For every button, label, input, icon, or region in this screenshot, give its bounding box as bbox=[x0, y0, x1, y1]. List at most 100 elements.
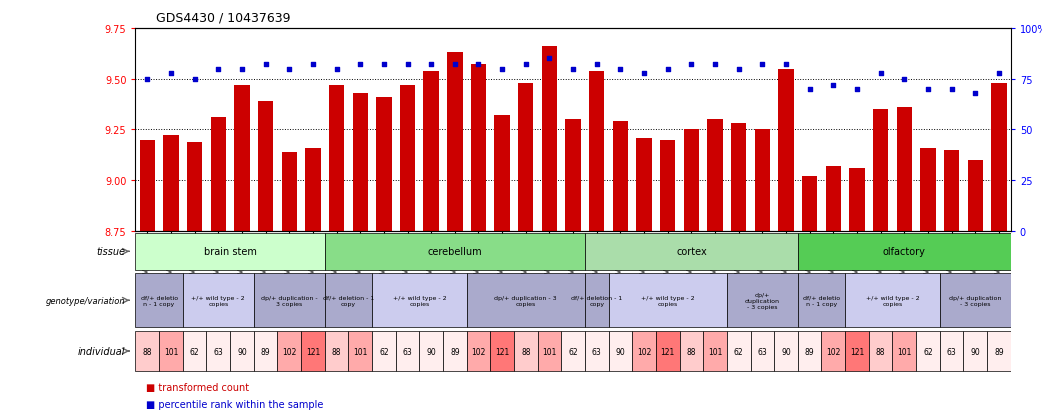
Bar bbox=[892, 331, 916, 371]
Bar bbox=[589, 71, 604, 231]
Text: dp/+
duplication
- 3 copies: dp/+ duplication - 3 copies bbox=[745, 292, 779, 309]
Bar bbox=[920, 148, 936, 231]
Bar bbox=[613, 122, 628, 231]
Point bbox=[896, 76, 913, 83]
Point bbox=[257, 62, 274, 69]
Text: dp/+ duplication -
3 copies: dp/+ duplication - 3 copies bbox=[260, 295, 318, 306]
Point bbox=[518, 62, 535, 69]
Bar bbox=[495, 116, 510, 231]
Text: 88: 88 bbox=[521, 347, 530, 356]
Bar bbox=[798, 331, 821, 371]
Point bbox=[494, 66, 511, 73]
Text: GDS4430 / 10437639: GDS4430 / 10437639 bbox=[156, 12, 291, 25]
Text: +/+ wild type - 2
copies: +/+ wild type - 2 copies bbox=[393, 295, 446, 306]
Point bbox=[801, 86, 818, 93]
Text: +/+ wild type - 2
copies: +/+ wild type - 2 copies bbox=[641, 295, 695, 306]
Bar bbox=[135, 233, 325, 270]
Bar bbox=[467, 331, 491, 371]
Bar bbox=[325, 274, 372, 327]
Bar bbox=[164, 136, 178, 231]
Text: df/+ deletio
n - 1 copy: df/+ deletio n - 1 copy bbox=[803, 295, 840, 306]
Bar bbox=[447, 53, 463, 231]
Text: 121: 121 bbox=[661, 347, 675, 356]
Text: cortex: cortex bbox=[676, 247, 706, 257]
Bar bbox=[206, 331, 230, 371]
Bar bbox=[301, 331, 325, 371]
Bar bbox=[708, 120, 723, 231]
Point bbox=[375, 62, 392, 69]
Bar bbox=[679, 331, 703, 371]
Text: ■ percentile rank within the sample: ■ percentile rank within the sample bbox=[146, 399, 323, 408]
Point bbox=[754, 62, 771, 69]
Text: 102: 102 bbox=[471, 347, 486, 356]
Bar bbox=[352, 94, 368, 231]
Bar bbox=[182, 274, 254, 327]
Bar bbox=[562, 331, 585, 371]
Bar bbox=[727, 274, 798, 327]
Text: 88: 88 bbox=[876, 347, 886, 356]
Bar bbox=[325, 331, 348, 371]
Text: 121: 121 bbox=[495, 347, 510, 356]
Bar bbox=[778, 69, 794, 231]
Text: 62: 62 bbox=[568, 347, 578, 356]
Bar bbox=[277, 331, 301, 371]
Bar bbox=[873, 110, 889, 231]
Bar bbox=[896, 108, 912, 231]
Bar bbox=[802, 177, 817, 231]
Bar bbox=[491, 331, 514, 371]
Bar bbox=[325, 233, 585, 270]
Bar bbox=[585, 233, 798, 270]
Point bbox=[423, 62, 440, 69]
Bar bbox=[348, 331, 372, 371]
Bar bbox=[140, 140, 155, 231]
Bar bbox=[159, 331, 182, 371]
Text: 89: 89 bbox=[804, 347, 815, 356]
Text: 121: 121 bbox=[305, 347, 320, 356]
Text: 90: 90 bbox=[426, 347, 436, 356]
Point bbox=[209, 66, 226, 73]
Bar bbox=[798, 274, 845, 327]
Bar bbox=[916, 331, 940, 371]
Bar bbox=[774, 331, 798, 371]
Bar bbox=[538, 331, 562, 371]
Text: 88: 88 bbox=[331, 347, 342, 356]
Bar bbox=[655, 331, 679, 371]
Bar bbox=[187, 142, 202, 231]
Bar bbox=[210, 118, 226, 231]
Point bbox=[399, 62, 416, 69]
Text: 101: 101 bbox=[164, 347, 178, 356]
Text: 62: 62 bbox=[923, 347, 933, 356]
Bar bbox=[254, 331, 277, 371]
Bar bbox=[940, 331, 964, 371]
Text: +/+ wild type - 2
copies: +/+ wild type - 2 copies bbox=[192, 295, 245, 306]
Point bbox=[541, 56, 557, 63]
Bar bbox=[660, 140, 675, 231]
Bar bbox=[991, 83, 1007, 231]
Text: dp/+ duplication
- 3 copies: dp/+ duplication - 3 copies bbox=[949, 295, 1001, 306]
Point bbox=[589, 62, 605, 69]
Bar bbox=[727, 331, 750, 371]
Point bbox=[967, 90, 984, 97]
Bar bbox=[798, 233, 1011, 270]
Bar bbox=[968, 161, 983, 231]
Bar bbox=[731, 124, 746, 231]
Text: olfactory: olfactory bbox=[883, 247, 925, 257]
Bar bbox=[305, 148, 321, 231]
Text: 89: 89 bbox=[994, 347, 1003, 356]
Bar bbox=[518, 83, 534, 231]
Bar bbox=[230, 331, 254, 371]
Text: 90: 90 bbox=[237, 347, 247, 356]
Point bbox=[187, 76, 203, 83]
Text: ■ transformed count: ■ transformed count bbox=[146, 382, 249, 392]
Bar bbox=[257, 102, 273, 231]
Point bbox=[920, 86, 937, 93]
Point bbox=[446, 62, 463, 69]
Point bbox=[991, 70, 1008, 77]
Bar bbox=[254, 274, 325, 327]
Bar bbox=[514, 331, 538, 371]
Point bbox=[684, 62, 700, 69]
Bar bbox=[182, 331, 206, 371]
Bar bbox=[944, 150, 960, 231]
Text: 102: 102 bbox=[637, 347, 651, 356]
Point bbox=[233, 66, 250, 73]
